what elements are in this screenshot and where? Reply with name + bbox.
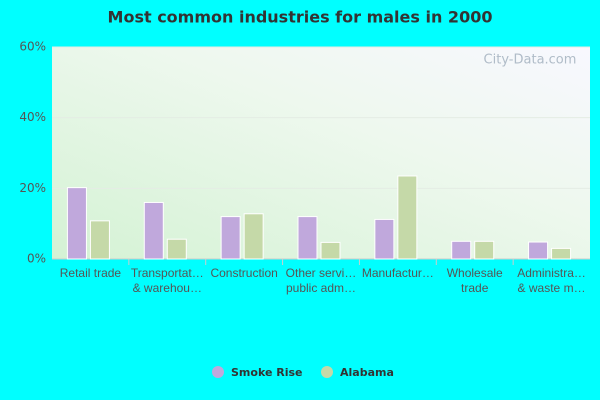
- x-tick-label: Transportat… & warehou…: [130, 266, 204, 295]
- bar: [528, 241, 549, 260]
- x-tick-label: Wholesale trade: [446, 266, 503, 295]
- x-tick-label: Retail trade: [59, 266, 122, 280]
- chart-title: Most common industries for males in 2000: [108, 8, 493, 27]
- bar: [297, 216, 318, 260]
- bar: [243, 213, 264, 260]
- y-tick-label: 60%: [19, 40, 46, 54]
- legend-label: Smoke Rise: [231, 366, 303, 379]
- bar: [143, 201, 164, 260]
- bar: [374, 218, 395, 260]
- x-tick-label: Other servi… public adm…: [285, 266, 357, 295]
- legend-marker: [321, 366, 333, 378]
- y-tick-label: 0%: [27, 252, 46, 266]
- plot-area: [52, 47, 590, 259]
- bar: [551, 247, 572, 260]
- watermark: City-Data.com: [484, 53, 577, 68]
- x-tick-label: Construction: [210, 266, 278, 280]
- bar: [166, 238, 187, 260]
- bar: [451, 240, 472, 260]
- bar: [89, 220, 110, 260]
- x-tick-label: Manufactur…: [361, 266, 434, 280]
- x-tick-label: Administra… & waste m…: [517, 266, 586, 295]
- bar: [320, 241, 341, 260]
- bar: [474, 240, 495, 260]
- legend-marker: [212, 366, 224, 378]
- legend-label: Alabama: [340, 366, 394, 379]
- bar: [397, 175, 418, 260]
- bar: [66, 187, 87, 260]
- bar: [220, 216, 241, 260]
- y-tick-label: 40%: [19, 110, 46, 124]
- y-tick-label: 20%: [19, 181, 46, 195]
